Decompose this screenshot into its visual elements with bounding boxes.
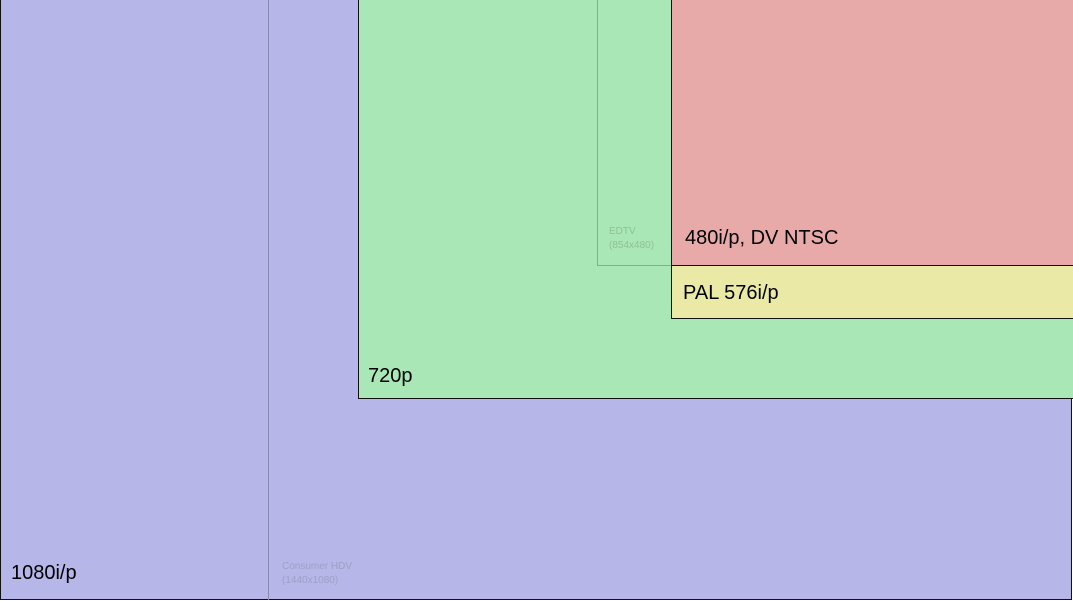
region-ntsc-box	[671, 0, 1073, 266]
label-edtv: EDTV (854x480)	[609, 225, 654, 252]
label-consumer-hdv-size: (1440x1080)	[282, 574, 339, 586]
label-pal: PAL 576i/p	[683, 282, 779, 304]
region-consumer-hdv-divider	[268, 0, 269, 600]
label-consumer-hdv-title: Consumer HDV	[282, 561, 353, 572]
label-ntsc: 480i/p, DV NTSC	[685, 227, 839, 249]
label-1080: 1080i/p	[11, 562, 77, 584]
label-edtv-title: EDTV	[609, 226, 636, 237]
label-consumer-hdv: Consumer HDV (1440x1080)	[282, 560, 352, 587]
region-edtv-outline	[597, 0, 672, 266]
label-edtv-size: (854x480)	[609, 239, 655, 251]
label-720p: 720p	[368, 365, 413, 387]
